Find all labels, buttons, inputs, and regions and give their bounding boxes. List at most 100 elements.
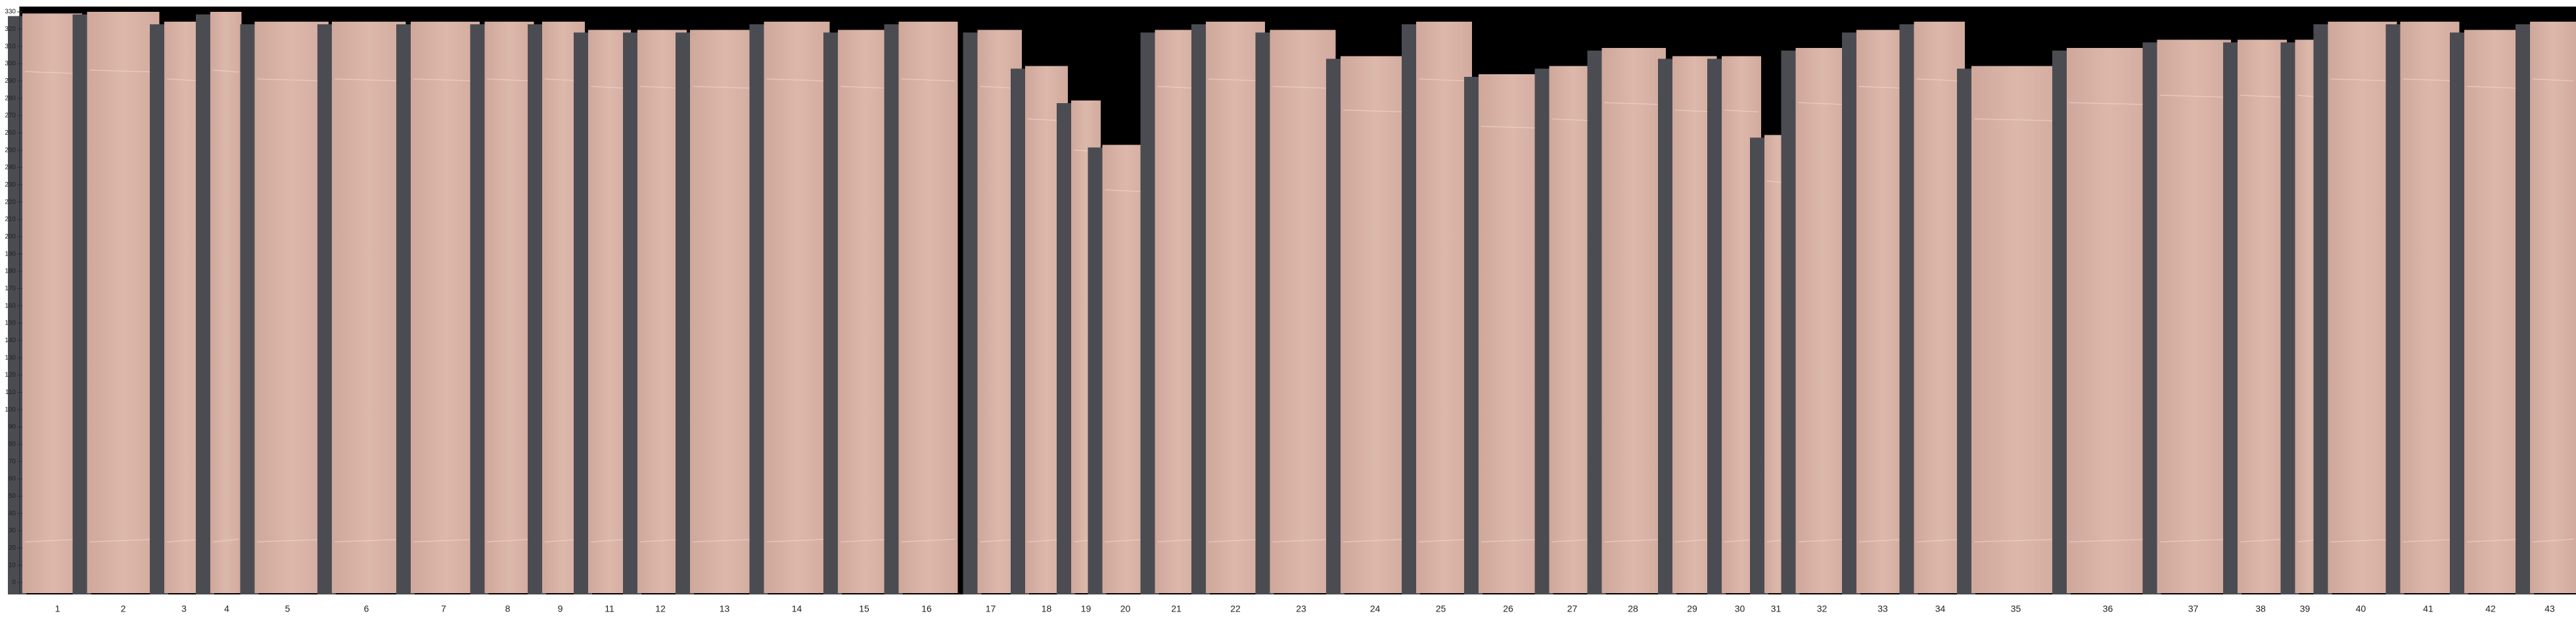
board-label: 40: [2356, 604, 2366, 614]
ruler-label: 90: [9, 424, 16, 431]
ruler-label: 130: [5, 354, 16, 361]
board-grain: [901, 78, 955, 81]
board-grain: [89, 69, 157, 73]
board-grain: [901, 539, 955, 543]
board-label: 20: [1120, 604, 1131, 614]
board-grain: [2330, 539, 2395, 543]
board-label: 2: [121, 604, 126, 614]
board: [2328, 22, 2397, 593]
board-label: 26: [1503, 604, 1513, 614]
board-grain: [1724, 109, 1759, 113]
board-label: 35: [2011, 604, 2021, 614]
ruler-label: 100: [5, 406, 16, 413]
board: [2530, 22, 2576, 593]
board-label: 43: [2544, 604, 2555, 614]
board-grain: [692, 539, 757, 543]
board-grain: [2466, 539, 2523, 543]
board: [87, 12, 160, 593]
ruler: 0 10 20 30 40 50 60 70 80 90 100 110 120 130 140 150 160…: [5, 7, 22, 594]
ruler-label: 310: [5, 43, 16, 50]
board-label: 36: [2103, 604, 2113, 614]
board-grain: [1916, 78, 1963, 81]
board-grain: [1604, 539, 1664, 543]
board-grain: [334, 78, 403, 81]
board-grain: [590, 539, 629, 543]
board-label: 39: [2300, 604, 2311, 614]
board-label: 11: [605, 604, 614, 614]
board-label: 16: [921, 604, 932, 614]
board-label: 14: [792, 604, 802, 614]
board: [1270, 30, 1336, 593]
board-label: 17: [986, 604, 996, 614]
board-label: 23: [1296, 604, 1306, 614]
board-grain: [257, 78, 327, 81]
board-label: 21: [1171, 604, 1182, 614]
board-grain: [766, 539, 827, 543]
board-grain: [1481, 539, 1544, 543]
board-label: 32: [1817, 604, 1828, 614]
board-label: 8: [505, 604, 511, 614]
ruler-label: 60: [9, 476, 16, 483]
board-grain: [766, 78, 827, 81]
board-grain: [840, 539, 892, 543]
board-grain: [24, 539, 80, 543]
board-label: 34: [1935, 604, 1946, 614]
ruler-label: 180: [5, 268, 16, 275]
board-grain: [2159, 539, 2229, 543]
ruler-label: 300: [5, 60, 16, 68]
boards: [8, 12, 2576, 594]
board-grain: [212, 69, 239, 73]
board-label: 42: [2485, 604, 2496, 614]
ruler-label: 230: [5, 181, 16, 189]
board-grain: [2240, 539, 2285, 543]
ruler-label: 170: [5, 285, 16, 292]
ruler-label: 330: [5, 9, 16, 16]
board-label: 25: [1436, 604, 1446, 614]
board: [1416, 22, 1472, 593]
board-grain: [1272, 539, 1333, 543]
board-grain: [1208, 539, 1263, 543]
board: [411, 22, 480, 593]
board-label: 4: [224, 604, 229, 614]
board-grain: [2159, 95, 2229, 98]
board-label: 13: [720, 604, 730, 614]
board: [898, 22, 958, 593]
board-grain: [2466, 85, 2523, 89]
board-grain: [2532, 539, 2574, 543]
board: [1601, 48, 1666, 593]
ruler-label: 210: [5, 216, 16, 223]
board-grain: [1418, 539, 1470, 543]
board-label: 22: [1230, 604, 1241, 614]
board-grain: [2069, 102, 2150, 105]
ruler-label: 40: [9, 510, 16, 517]
board-label: 6: [364, 604, 369, 614]
board: [332, 22, 406, 593]
board-label: 1: [55, 604, 60, 614]
ruler-label: 50: [9, 493, 16, 500]
board: [2238, 39, 2287, 593]
board: [22, 13, 82, 593]
board-grain: [1343, 109, 1408, 113]
board-grain: [334, 539, 403, 543]
ruler-label: 110: [5, 389, 16, 396]
ruler-label: 150: [5, 320, 16, 327]
ruler-label: 120: [5, 372, 16, 379]
board-grain: [1552, 539, 1595, 543]
board-label: 12: [655, 604, 666, 614]
board-label: 24: [1370, 604, 1381, 614]
board-grain: [1105, 539, 1148, 543]
board-grain: [1208, 78, 1263, 81]
board-grain: [1343, 539, 1408, 543]
board-label: 28: [1628, 604, 1638, 614]
board-grain: [1858, 539, 1907, 543]
board: [1795, 48, 1850, 593]
board-grain: [692, 85, 757, 89]
board: [254, 22, 329, 593]
board-grain: [24, 71, 80, 74]
ruler-label: 240: [5, 164, 16, 171]
board-grain: [1418, 78, 1470, 81]
board-label: 27: [1567, 604, 1578, 614]
board-grain: [1858, 85, 1907, 89]
ruler-label: 70: [9, 458, 16, 465]
